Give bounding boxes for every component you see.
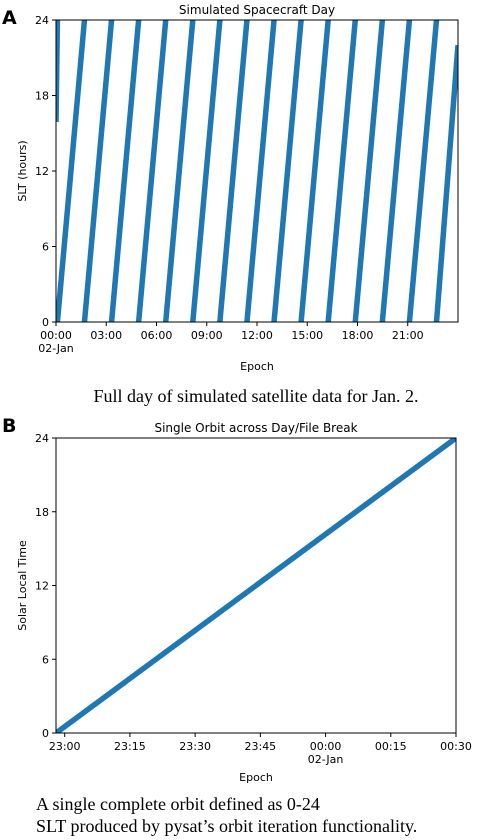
x-tick-label: 23:15: [114, 740, 146, 753]
x-tick-label: 00:30: [440, 740, 472, 753]
panel-b-letter: B: [2, 415, 16, 437]
y-tick-label: 0: [42, 316, 49, 329]
x-tick-sublabel: 02-Jan: [308, 753, 344, 766]
data-line-segment: [352, 20, 386, 322]
data-line-segment: [108, 20, 142, 322]
data-line-segment: [135, 20, 169, 322]
x-tick-sublabel: 02-Jan: [38, 342, 74, 355]
y-tick-label: 6: [42, 653, 49, 666]
x-tick-label: 06:00: [141, 329, 173, 342]
data-line-segment: [162, 20, 196, 322]
x-tick-label: 18:00: [342, 329, 374, 342]
data-line-segment: [81, 20, 115, 322]
y-axis-label: Solar Local Time: [16, 540, 29, 631]
y-tick-label: 18: [35, 506, 49, 519]
x-tick-label: 00:15: [375, 740, 407, 753]
y-tick-label: 18: [35, 90, 49, 103]
data-line-segment: [56, 20, 88, 322]
x-tick-label: 09:00: [191, 329, 223, 342]
x-tick-label: 00:00: [310, 740, 342, 753]
y-tick-label: 12: [35, 580, 49, 593]
y-tick-label: 12: [35, 165, 49, 178]
x-tick-label: 03:00: [90, 329, 122, 342]
panel-b-caption-line-1: A single complete orbit defined as 0-24: [36, 794, 320, 814]
x-tick-label: 23:00: [49, 740, 81, 753]
chart-a: Simulated Spacecraft Day 0 6 12 18 24 00:0002-…: [16, 3, 459, 373]
series-lines: [56, 438, 456, 733]
data-line-segment: [271, 20, 304, 322]
x-tick-label: 12:00: [241, 329, 273, 342]
data-line-segment: [325, 20, 359, 322]
y-tick-label: 24: [35, 14, 49, 27]
data-line-segment: [217, 20, 250, 322]
x-tick-label: 15:00: [291, 329, 323, 342]
y-axis-label: SLT (hours): [16, 140, 29, 201]
data-line-segment: [244, 20, 277, 322]
series-lines: [56, 20, 458, 322]
data-line-segment: [433, 44, 458, 322]
x-axis-label: Epoch: [240, 360, 274, 373]
panel-b-caption-line-2: SLT produced by pysat’s orbit iteration …: [36, 816, 417, 836]
y-tick-label: 24: [35, 432, 49, 445]
y-tick-label: 6: [42, 241, 49, 254]
x-tick-label: 00:00: [40, 329, 72, 342]
chart-b: Single Orbit across Day/File Break 0 6 12 18…: [16, 421, 472, 784]
data-line-segment: [406, 20, 440, 322]
y-tick-label: 0: [42, 727, 49, 740]
data-line-segment: [379, 20, 413, 322]
x-tick-label: 23:30: [179, 740, 211, 753]
x-tick-label: 21:00: [392, 329, 424, 342]
data-line-segment: [190, 20, 223, 322]
chart-title: Single Orbit across Day/File Break: [154, 421, 357, 435]
data-line-segment: [298, 20, 331, 322]
panel-a-letter: A: [2, 7, 17, 29]
chart-title: Simulated Spacecraft Day: [179, 3, 335, 17]
x-tick-label: 23:45: [244, 740, 276, 753]
data-line-segment: [56, 438, 456, 733]
panel-a-caption: Full day of simulated satellite data for…: [94, 386, 419, 406]
x-axis-label: Epoch: [239, 771, 273, 784]
